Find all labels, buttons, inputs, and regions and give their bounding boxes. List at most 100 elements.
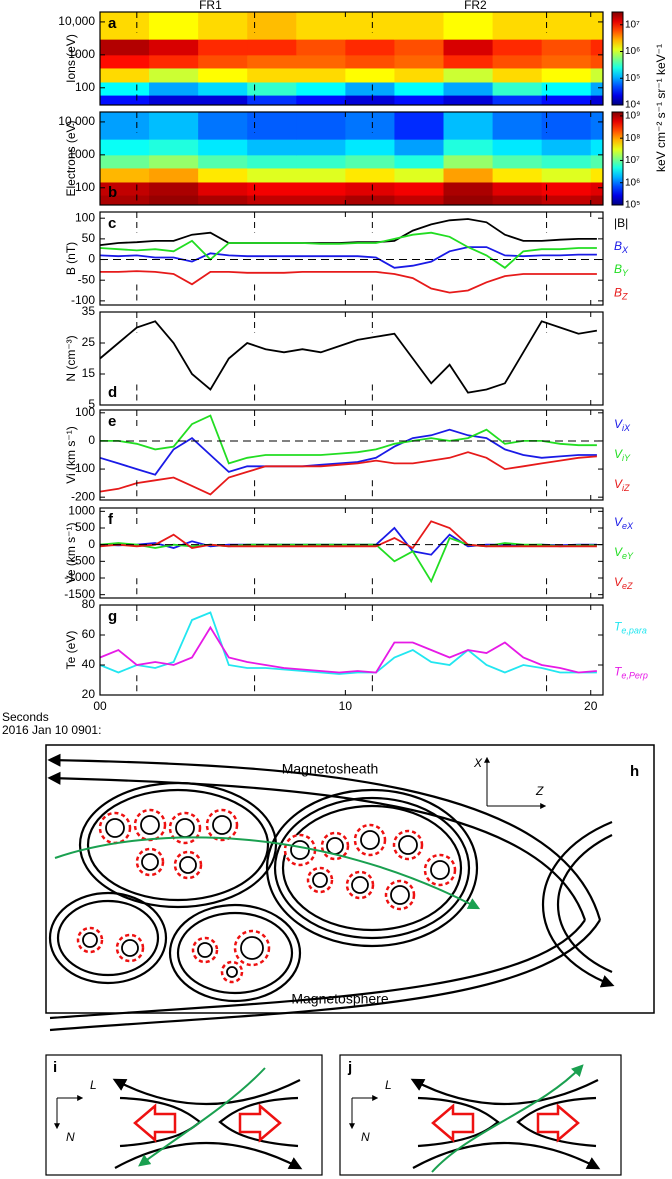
cell [492, 54, 543, 69]
axis-label: X [473, 756, 483, 770]
cell [149, 167, 199, 183]
cell [590, 195, 604, 206]
cell [345, 139, 395, 156]
cell [492, 167, 543, 183]
cell [345, 67, 395, 83]
cell [345, 12, 395, 40]
colorbar-tick-label: 10⁶ [625, 46, 640, 57]
cell [345, 95, 395, 106]
plot-frame [99, 211, 604, 306]
series-line [99, 320, 598, 394]
panel-f: VeX VeY VeZ -1500 -1000 -500 0 500 1000 Ve (km s⁻… [64, 504, 634, 601]
panel-a: 10⁴ 10⁵ 10⁶ 10⁷ 100 1000 10,000 Ions (eV) a FR1 FR… [58, 0, 640, 111]
colorbar-tick-label: 10⁸ [625, 133, 640, 144]
cell [492, 95, 543, 106]
x-tick-label: 00 [93, 699, 107, 713]
panel-label: e [108, 413, 116, 430]
panel-label: c [108, 215, 116, 232]
cell [492, 112, 543, 140]
cell [296, 95, 346, 106]
legend-label: ViZ [614, 477, 630, 493]
plot-frame [99, 311, 604, 406]
axis-label: L [385, 1078, 392, 1092]
cell [492, 195, 543, 206]
plot-frame [99, 507, 604, 599]
cell [345, 54, 395, 69]
cell [198, 67, 248, 83]
cell [149, 139, 199, 156]
colorbar-tick-label: 10⁵ [625, 73, 640, 84]
cell [492, 181, 543, 196]
cell [100, 112, 150, 140]
cell [541, 195, 592, 206]
y-tick-label: 80 [82, 597, 96, 611]
cell [296, 167, 346, 183]
cell [394, 95, 445, 106]
y-tick-label: 0 [88, 252, 95, 266]
cell [100, 81, 150, 96]
cell [247, 39, 297, 56]
cell [149, 67, 199, 83]
series-line [99, 520, 597, 550]
y-tick-label: -100 [71, 461, 95, 475]
cell [100, 95, 150, 106]
cell [541, 154, 592, 169]
legend-label: |B| [614, 216, 628, 230]
y-tick-label: 1000 [68, 47, 95, 61]
cell [198, 81, 248, 96]
y-axis-label: Ions (eV) [64, 34, 78, 83]
colorbar [611, 111, 624, 206]
legend-label: Te,para [614, 620, 647, 636]
cell [100, 195, 150, 206]
diagram-h: X Z h Magnetosheath Magnetosphere [45, 744, 655, 1032]
cell [394, 67, 445, 83]
panel-d: 5 15 25 35 N (cm⁻³) d [64, 304, 604, 411]
cell [443, 181, 494, 196]
cell [590, 181, 604, 196]
cell [149, 54, 199, 69]
series-line [99, 526, 597, 556]
field-line [556, 834, 613, 974]
legend-label: Te,Perp [614, 665, 648, 681]
cell [345, 181, 395, 196]
cell [149, 39, 199, 56]
colorbar-tick-label: 10⁷ [625, 19, 640, 30]
y-tick-label: 15 [82, 366, 96, 380]
legend-label: BY [614, 262, 629, 278]
cell [443, 54, 494, 69]
cell [541, 95, 592, 106]
colorbar-label: keV cm⁻² s⁻¹ sr⁻¹ keV⁻¹ [654, 44, 668, 172]
cell [100, 54, 150, 69]
cell [247, 195, 297, 206]
panel-label: b [108, 184, 117, 201]
y-tick-label: 500 [75, 520, 95, 534]
panel-e: ViX ViY ViZ -200 -100 0 100 Vi (km s⁻¹) e [64, 405, 631, 503]
panel-label: i [53, 1059, 57, 1076]
cell [345, 81, 395, 96]
panel-c: |B| BX BY BZ -100 -50 0 50 100 B (nT) c [64, 210, 629, 307]
cell [296, 39, 346, 56]
cell [443, 195, 494, 206]
panel-label: d [108, 384, 117, 401]
y-tick-label: -50 [78, 272, 96, 286]
plot-frame [99, 409, 604, 501]
panel-label: f [108, 511, 114, 528]
cell [443, 67, 494, 83]
cell [149, 154, 199, 169]
y-tick-label: 10,000 [58, 114, 95, 128]
field-line [47, 771, 587, 921]
series-line [99, 611, 597, 675]
y-axis-label: Electrons (eV) [64, 120, 78, 196]
cell [541, 112, 592, 140]
plot-frame [99, 11, 604, 106]
cell [590, 139, 604, 156]
y-tick-label: 100 [75, 80, 95, 94]
y-tick-label: 100 [75, 210, 95, 224]
y-axis-label: Te (eV) [64, 631, 78, 670]
cell [541, 81, 592, 96]
axis-label: N [66, 1130, 75, 1144]
panel-b: 10⁵ 10⁶ 10⁷ 10⁸ 10⁹ keV cm⁻² s⁻¹ sr⁻¹ keV⁻¹ 10… [58, 44, 668, 211]
cell [247, 12, 297, 40]
axis-label: L [90, 1078, 97, 1092]
